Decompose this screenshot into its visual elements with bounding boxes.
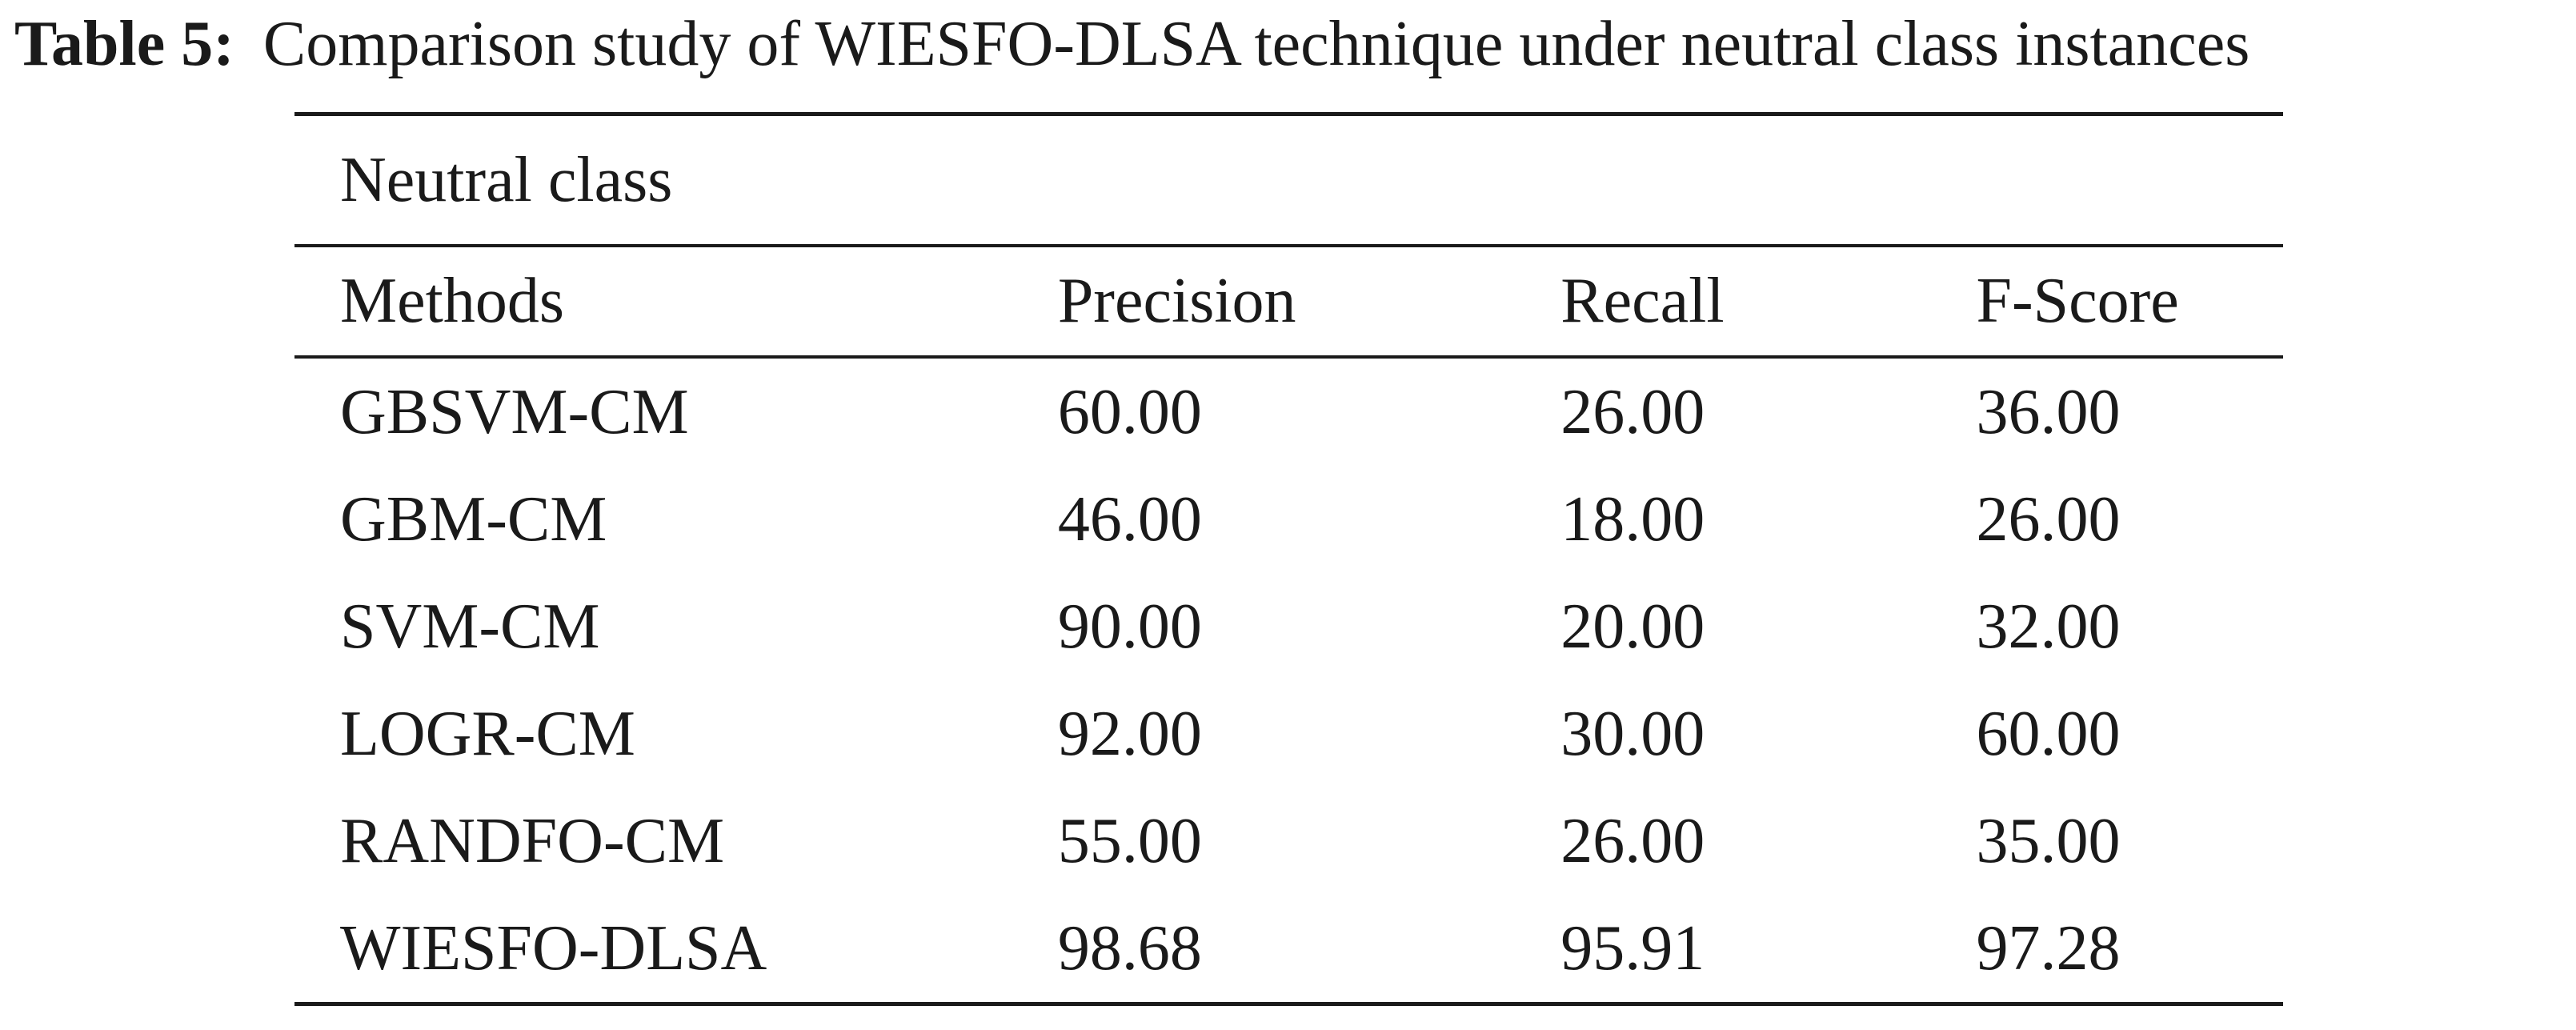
table-row: SVM-CM 90.00 20.00 32.00 [294,573,2283,680]
cell-precision: 92.00 [1057,698,1202,769]
cell-fscore: 36.00 [1976,355,2283,466]
cell-precision: 90.00 [1057,591,1202,662]
table-row: RANDFO-CM 55.00 26.00 35.00 [294,788,2283,895]
table-caption: Table 5: Comparison study of WIESFO-DLSA … [14,0,2249,88]
cell-precision: 60.00 [1057,355,1561,466]
cell-fscore: 35.00 [1976,805,2121,876]
cell-fscore: 60.00 [1976,698,2121,769]
cell-fscore: 26.00 [1976,483,2121,555]
cell-method: WIESFO-DLSA [294,895,1058,1006]
cell-precision: 55.00 [1057,805,1202,876]
cell-recall: 95.91 [1560,895,1977,1006]
cell-method: GBSVM-CM [294,355,1058,466]
header-recall: Recall [1560,244,1977,357]
group-label: Neutral class [294,112,2283,246]
table-row: LOGR-CM 92.00 30.00 60.00 [294,680,2283,788]
results-table: Neutral class Methods Precision Recall F… [294,112,2283,1006]
table-row: WIESFO-DLSA 98.68 95.91 97.28 [294,895,2283,1006]
results-table-container: Neutral class Methods Precision Recall F… [294,112,2283,1006]
header-methods: Methods [294,244,1058,357]
table-caption-text: Comparison study of WIESFO-DLSA techniqu… [262,9,2250,79]
cell-precision: 46.00 [1057,483,1202,555]
cell-recall: 30.00 [1560,698,1705,769]
cell-recall: 26.00 [1560,805,1705,876]
cell-fscore: 32.00 [1976,591,2121,662]
cell-method: LOGR-CM [340,698,635,769]
cell-recall: 18.00 [1560,483,1705,555]
header-fscore: F-Score [1976,244,2283,357]
group-header-row: Neutral class [294,112,2283,246]
table-row: GBM-CM 46.00 18.00 26.00 [294,466,2283,573]
table-row: GBSVM-CM 60.00 26.00 36.00 [294,355,2283,466]
table-caption-label: Table 5: [14,9,234,79]
header-precision: Precision [1057,244,1561,357]
cell-recall: 20.00 [1560,591,1705,662]
cell-method: GBM-CM [340,483,607,555]
cell-method: SVM-CM [340,591,600,662]
cell-fscore: 97.28 [1976,895,2283,1006]
cell-recall: 26.00 [1560,355,1977,466]
cell-precision: 98.68 [1057,895,1561,1006]
cell-method: RANDFO-CM [340,805,725,876]
column-header-row: Methods Precision Recall F-Score [294,244,2283,357]
